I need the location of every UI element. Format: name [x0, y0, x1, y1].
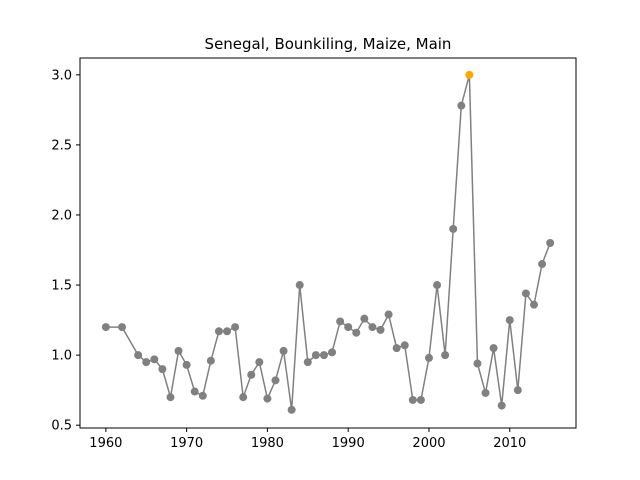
data-point [497, 401, 506, 410]
data-point [311, 351, 320, 360]
data-point [473, 359, 482, 368]
data-point [433, 281, 442, 290]
data-point [150, 355, 159, 364]
data-point [142, 358, 151, 367]
series-line [105, 74, 551, 410]
data-point [376, 325, 385, 334]
data-point [546, 239, 555, 247]
x-tick-label: 2000 [412, 436, 445, 451]
y-tick-label: 2.5 [51, 138, 72, 153]
data-point [214, 327, 223, 336]
data-point [134, 351, 143, 360]
data-point [101, 323, 110, 332]
data-point [344, 323, 353, 332]
chart-title: Senegal, Bounkiling, Maize, Main [205, 35, 452, 53]
data-point [158, 365, 167, 374]
y-tick-label: 1.0 [51, 349, 72, 364]
data-point [449, 224, 458, 233]
data-point [263, 394, 272, 403]
data-point [295, 281, 304, 290]
data-point [384, 310, 393, 319]
y-tick-label: 0.5 [51, 419, 72, 434]
data-point [392, 344, 401, 353]
x-tick-label: 1960 [89, 436, 122, 451]
data-point [352, 328, 361, 337]
x-tick-label: 1970 [170, 436, 203, 451]
data-point [328, 348, 337, 357]
data-point [223, 327, 232, 336]
data-point [360, 314, 369, 323]
data-point [481, 388, 490, 397]
data-point [400, 341, 409, 350]
data-point [271, 376, 280, 385]
x-tick-label: 1990 [332, 436, 365, 451]
data-point [279, 346, 288, 355]
data-point [239, 393, 248, 402]
data-point [231, 323, 240, 332]
data-point [529, 300, 538, 309]
y-tick-label: 3.0 [51, 68, 72, 83]
x-tick-label: 1980 [251, 436, 284, 451]
data-point [247, 370, 256, 379]
data-point [319, 351, 328, 360]
data-point [441, 351, 450, 360]
data-point [303, 358, 312, 367]
data-point [255, 358, 264, 367]
data-point [408, 395, 417, 404]
data-point [198, 391, 207, 400]
data-point [368, 323, 377, 332]
highlight-point [465, 70, 474, 79]
x-tick-label: 2010 [493, 436, 526, 451]
data-point [489, 344, 498, 353]
data-point [182, 360, 191, 369]
data-point [521, 289, 530, 298]
data-point [190, 387, 199, 396]
data-point [206, 356, 215, 365]
data-point [424, 353, 433, 362]
y-tick-label: 2.0 [51, 208, 72, 223]
data-point [118, 323, 127, 332]
data-point [336, 317, 345, 326]
y-tick-label: 1.5 [51, 279, 72, 294]
data-point [287, 405, 296, 414]
data-point [174, 346, 183, 355]
data-point [457, 101, 466, 110]
data-point [505, 316, 514, 325]
data-point [166, 393, 175, 402]
data-point [538, 260, 547, 269]
data-point [416, 395, 425, 404]
data-point [513, 386, 522, 395]
plot-frame [79, 57, 577, 429]
